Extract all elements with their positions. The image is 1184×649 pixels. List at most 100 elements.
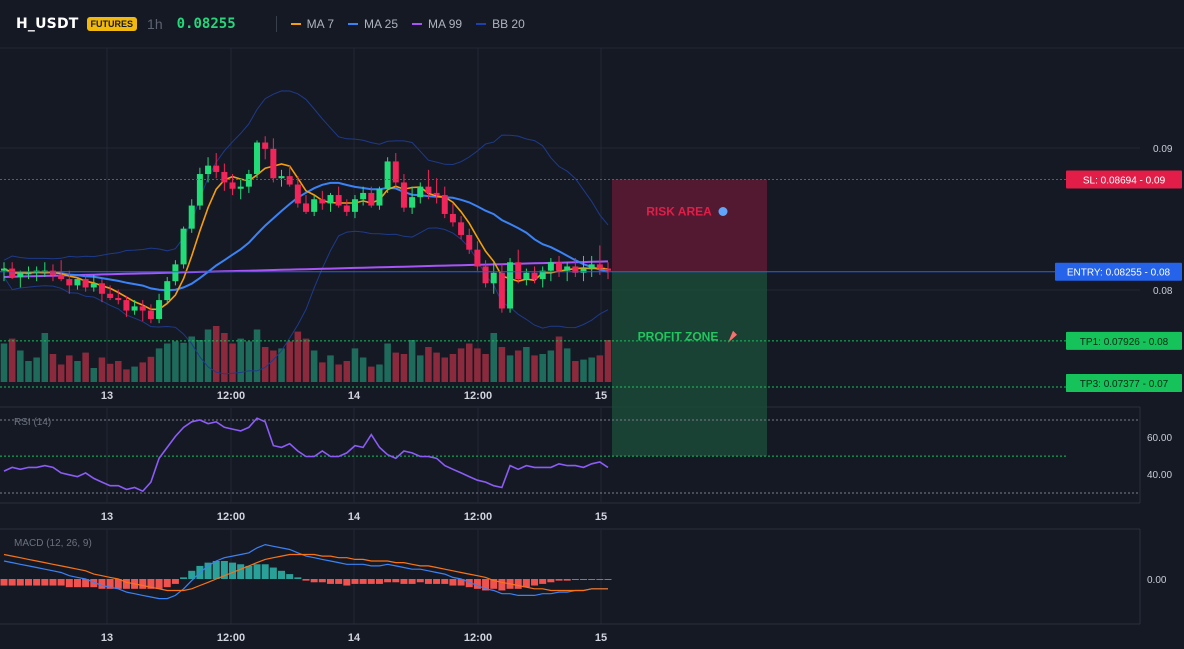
- macd-histogram-bar: [416, 579, 424, 583]
- macd-histogram-bar: [82, 579, 90, 588]
- candle-body: [123, 300, 130, 311]
- volume-bar: [555, 336, 563, 382]
- ma25-line: [3, 181, 609, 292]
- legend-ma7[interactable]: MA 7: [290, 17, 334, 31]
- candle-body: [360, 192, 367, 200]
- macd-histogram-bar: [375, 579, 383, 584]
- volume-bar: [82, 352, 89, 382]
- macd-histogram-bar: [0, 579, 8, 586]
- timeframe-label[interactable]: 1h: [147, 16, 163, 32]
- volume-bar: [204, 329, 212, 382]
- candle-body: [458, 222, 465, 235]
- entry-label: ENTRY: 0.08255 - 0.08: [1067, 268, 1171, 279]
- macd-histogram-bar: [539, 579, 547, 584]
- candle-body: [474, 249, 481, 267]
- candle-body: [17, 272, 24, 277]
- candle-body: [25, 272, 32, 275]
- candle-body: [368, 192, 375, 206]
- candle-body: [172, 264, 179, 282]
- trade-levels: SL: 0.08694 - 0.09 ENTRY: 0.08255 - 0.08 T…: [0, 170, 1182, 457]
- volume-bar: [474, 348, 481, 382]
- volume-bar: [229, 343, 236, 382]
- macd-histogram-bar: [24, 579, 32, 586]
- macd-histogram-bar: [114, 579, 122, 589]
- macd-histogram-bar: [596, 579, 604, 580]
- candle-body: [74, 279, 81, 286]
- volume-bar: [212, 326, 220, 382]
- time-tick: 14: [348, 632, 361, 644]
- candle-body: [156, 300, 163, 319]
- tp1-label-box: [1066, 331, 1182, 350]
- macd-histogram-bar: [122, 579, 130, 589]
- candle-body: [588, 264, 595, 269]
- time-tick: 12:00: [217, 390, 245, 402]
- candle-body: [376, 188, 383, 206]
- macd-histogram-bar: [253, 564, 261, 579]
- macd-histogram-bar: [408, 579, 416, 584]
- volume-bar: [482, 354, 489, 382]
- candle-body: [482, 266, 489, 284]
- macd-histogram-bar: [555, 579, 563, 581]
- candle-body: [433, 192, 440, 196]
- macd-histogram-bar: [278, 570, 286, 579]
- candle-body: [107, 293, 114, 298]
- macd-histogram-bar: [392, 579, 400, 583]
- time-tick: 12:00: [217, 511, 245, 523]
- candle-body: [237, 186, 244, 189]
- macd-histogram-bar: [188, 570, 196, 579]
- grid: [0, 47, 1184, 624]
- volume-bar: [400, 354, 408, 382]
- volume-bar: [596, 355, 604, 382]
- macd-histogram-bar: [310, 579, 318, 583]
- macd-histogram-bar: [326, 579, 334, 584]
- macd-histogram-bar: [571, 579, 579, 580]
- candle-body: [531, 272, 538, 280]
- volume-bar: [123, 369, 130, 382]
- volume-bar: [90, 368, 98, 382]
- candle-body: [9, 268, 16, 277]
- legend-ma25[interactable]: MA 25: [348, 17, 398, 31]
- candle-body: [515, 262, 522, 280]
- macd-histogram-bar: [522, 579, 530, 588]
- macd-histogram-bar: [473, 579, 481, 589]
- candle-body: [139, 306, 146, 311]
- macd-histogram-bar: [580, 579, 588, 580]
- candle-body: [115, 297, 122, 301]
- candle-body: [425, 186, 432, 193]
- macd-histogram-bar: [482, 579, 490, 591]
- volume-bar: [66, 355, 73, 382]
- candle-body: [98, 283, 105, 294]
- legend-ma99[interactable]: MA 99: [412, 17, 462, 31]
- macd-histogram-bar: [98, 579, 106, 589]
- volume-bar: [221, 333, 228, 382]
- volume-bar: [351, 348, 359, 382]
- volume-bar: [278, 348, 285, 382]
- symbol-label[interactable]: H_USDT: [16, 16, 79, 32]
- profit-zone-label: PROFIT ZONE: [638, 330, 719, 344]
- volume-bar: [286, 341, 293, 382]
- volume-bar: [392, 352, 400, 382]
- candle-body: [245, 174, 252, 187]
- volume-bar: [147, 356, 155, 382]
- candle-body: [90, 283, 97, 288]
- risk-zone: [612, 179, 767, 272]
- macd-histogram-bar: [604, 579, 612, 580]
- macd-histogram-bar: [171, 579, 179, 584]
- volume-bar: [417, 355, 424, 382]
- volume-bar: [237, 338, 244, 382]
- panel-borders: [0, 406, 1141, 625]
- candle-body: [335, 195, 342, 206]
- legend-bb20[interactable]: BB 20: [476, 17, 525, 31]
- candle-body: [66, 279, 73, 286]
- sl-label: SL: 0.08694 - 0.09: [1083, 175, 1166, 186]
- candle-body: [449, 213, 456, 223]
- candle-body: [196, 174, 203, 206]
- candle-body: [180, 228, 187, 265]
- volume-bar: [580, 359, 587, 382]
- legend-swatch: [290, 23, 301, 25]
- candle-body: [572, 266, 579, 273]
- candle-body: [417, 186, 424, 198]
- macd-histogram-bar: [41, 579, 49, 586]
- rsi-tick: 40.00: [1147, 470, 1172, 481]
